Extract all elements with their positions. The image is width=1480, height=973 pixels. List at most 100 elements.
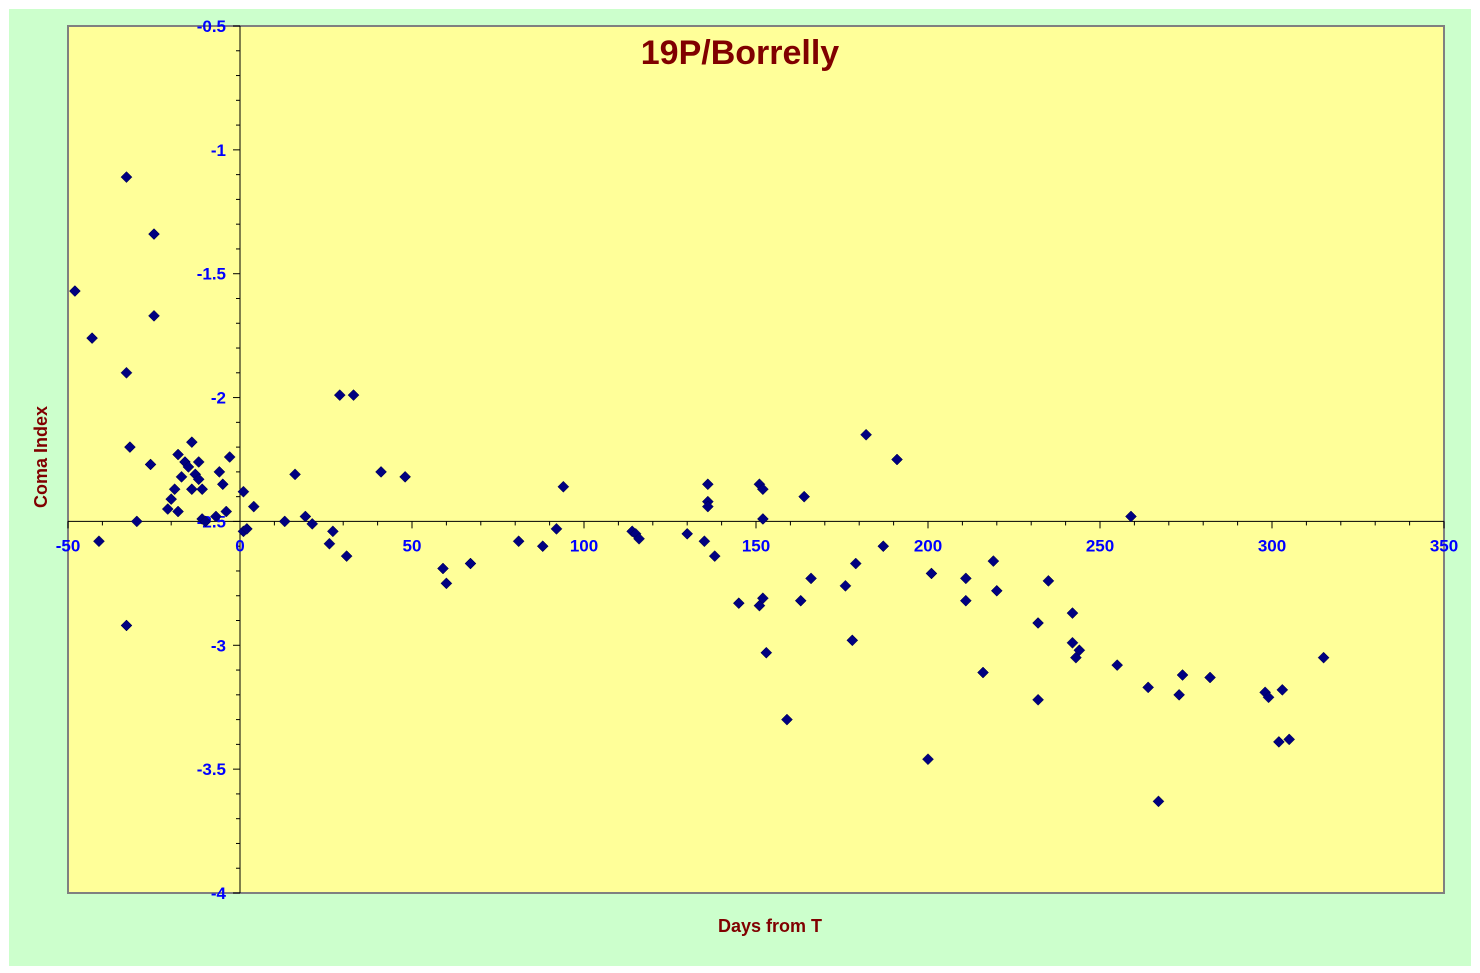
data-point — [192, 456, 205, 468]
data-point — [1111, 659, 1124, 671]
tick-labels: -0.5-1-1.5-2-2.5-3-3.5-4-50 0 50 100 150 200 2… — [56, 17, 1458, 903]
data-point — [327, 525, 339, 538]
data-point — [148, 309, 160, 322]
data-point — [1032, 617, 1044, 629]
x-tick-label: 150 — [742, 536, 770, 555]
data-point — [437, 562, 449, 575]
data-point — [213, 466, 226, 478]
data-point — [1317, 651, 1330, 664]
data-point — [1142, 681, 1155, 694]
data-point — [223, 451, 236, 463]
data-point — [1066, 636, 1079, 649]
data-point — [120, 619, 133, 632]
y-axis-title: Coma Index — [31, 406, 51, 508]
data-point — [1273, 736, 1285, 748]
data-point — [1152, 795, 1165, 808]
y-tick-label: -3 — [211, 636, 226, 655]
data-point — [440, 577, 453, 590]
data-point — [536, 540, 549, 553]
data-point — [93, 535, 105, 548]
data-point — [757, 513, 769, 525]
data-point — [846, 634, 859, 647]
data-point — [681, 527, 694, 540]
data-point — [347, 389, 360, 401]
data-point — [557, 480, 570, 493]
data-point — [698, 535, 711, 548]
data-point — [464, 557, 477, 570]
data-point — [278, 515, 291, 528]
data-point — [925, 567, 938, 580]
data-point — [1032, 693, 1044, 706]
x-tick-label: 300 — [1258, 536, 1286, 555]
y-tick-label: -0.5 — [197, 17, 226, 36]
plot-area — [67, 25, 1445, 894]
data-point — [340, 550, 353, 562]
data-point — [220, 505, 233, 518]
data-point — [781, 713, 793, 726]
data-point — [306, 518, 319, 530]
data-point — [216, 478, 229, 491]
data-point — [1262, 691, 1275, 704]
data-point — [805, 572, 817, 585]
data-point — [732, 597, 745, 610]
data-point — [299, 510, 312, 523]
data-point — [701, 500, 714, 513]
x-tick-label: 50 — [403, 536, 422, 555]
data-point — [247, 500, 260, 513]
data-point — [922, 753, 934, 766]
data-point — [185, 483, 198, 496]
data-point — [185, 436, 198, 449]
data-point — [1204, 671, 1216, 684]
x-tick-label: 200 — [914, 536, 942, 555]
data-points — [69, 171, 1330, 808]
x-axis-title: Days from T — [718, 916, 822, 936]
data-point — [375, 466, 387, 478]
data-point — [182, 461, 195, 473]
data-point — [794, 594, 807, 607]
data-point — [959, 572, 972, 585]
data-point — [69, 285, 81, 297]
data-point — [633, 532, 645, 545]
data-point — [289, 468, 301, 481]
data-point — [237, 485, 250, 498]
x-tick-label: 350 — [1430, 536, 1458, 555]
y-tick-label: -2 — [211, 389, 226, 408]
data-point — [1173, 688, 1185, 701]
data-point — [130, 515, 143, 528]
data-point — [172, 448, 184, 461]
data-point — [1125, 510, 1137, 523]
chart-title: 19P/Borrelly — [641, 34, 840, 72]
data-point — [333, 389, 346, 401]
data-point — [977, 666, 989, 679]
x-tick-label: 100 — [570, 536, 598, 555]
data-point — [798, 490, 811, 503]
data-point — [891, 453, 903, 466]
data-point — [399, 470, 411, 483]
data-point — [86, 332, 98, 344]
data-point — [701, 478, 714, 491]
data-point — [120, 171, 133, 183]
data-point — [192, 473, 205, 486]
data-point — [161, 503, 174, 515]
data-point — [1176, 669, 1189, 681]
scatter-chart: -0.5-1-1.5-2-2.5-3-3.5-4-50 0 50 100 150 200 2… — [31, 17, 1458, 936]
y-tick-label: -4 — [211, 884, 227, 903]
data-point — [990, 584, 1003, 597]
data-point — [199, 515, 212, 528]
data-point — [1283, 733, 1296, 746]
data-point — [839, 579, 852, 592]
data-point — [120, 366, 133, 379]
data-point — [987, 555, 1000, 567]
y-tick-label: -1.5 — [197, 265, 226, 284]
data-point — [196, 483, 209, 496]
y-tick-label: -3.5 — [197, 760, 226, 779]
data-point — [550, 523, 563, 535]
data-point — [148, 228, 160, 240]
data-point — [1042, 575, 1055, 587]
chart-area: -0.5 -1 -1.5 -2 -2.5 -3 -3.5 -4 -50 0 50 100 150 200 2… — [9, 9, 1471, 966]
data-point — [512, 535, 525, 548]
x-tick-label: -50 — [56, 536, 81, 555]
data-point — [860, 428, 872, 441]
data-point — [757, 483, 769, 496]
data-point — [144, 458, 157, 471]
